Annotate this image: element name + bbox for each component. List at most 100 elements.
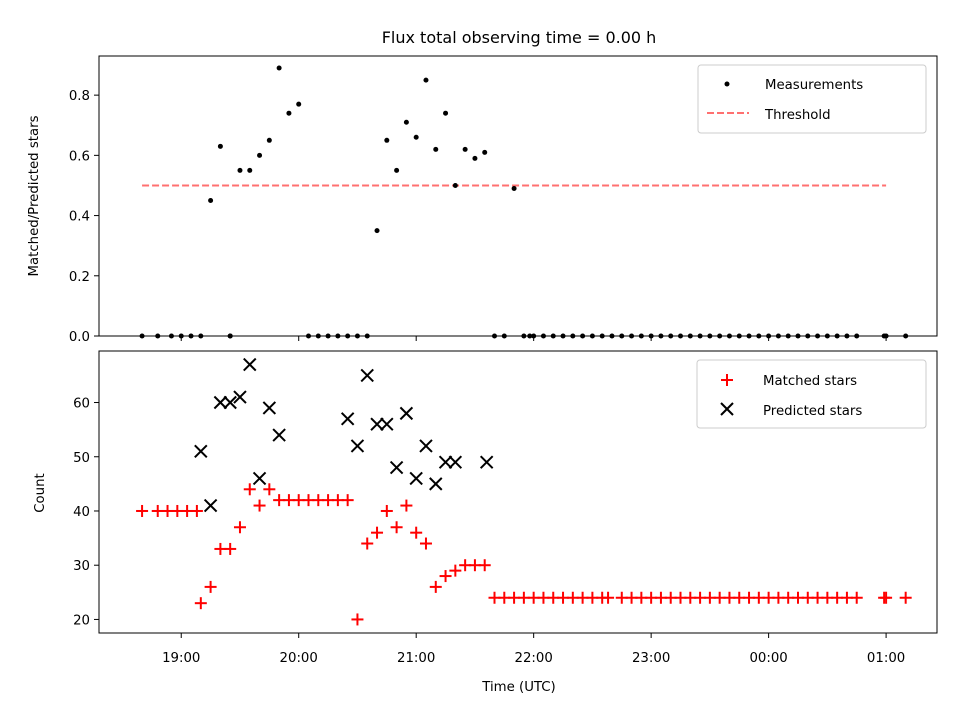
measurement-point <box>527 333 533 339</box>
matched-star-point <box>233 521 246 534</box>
measurement-point <box>648 333 654 339</box>
measurement-point <box>139 333 145 339</box>
bottom-x-tick-label: 22:00 <box>514 651 552 666</box>
bottom-legend: Matched stars Predicted stars <box>696 359 927 429</box>
measurement-point <box>403 119 409 125</box>
matched-star-point <box>439 570 452 583</box>
measurement-point <box>815 333 821 339</box>
measurement-point <box>482 149 488 155</box>
measurement-point <box>208 198 214 204</box>
matched-star-point <box>419 537 432 550</box>
legend-matched-label: Matched stars <box>763 374 857 389</box>
legend-matched-marker <box>721 374 733 386</box>
top-y-axis-label: Matched/Predicted stars <box>27 115 42 276</box>
measurement-point <box>335 333 341 339</box>
bottom-y-axis-label: Count <box>33 473 48 513</box>
predicted-star-point <box>360 368 374 383</box>
measurement-point <box>824 333 830 339</box>
top-y-tick-label: 0.6 <box>69 149 90 164</box>
predicted-star-point <box>340 412 355 426</box>
measurement-point <box>413 134 419 140</box>
measurement-point <box>217 143 223 149</box>
measurement-point <box>188 333 194 339</box>
measurement-point <box>903 333 909 339</box>
predicted-star-point <box>479 455 494 469</box>
measurement-point <box>227 333 233 339</box>
matched-star-point <box>429 580 442 593</box>
measurement-point <box>178 333 184 339</box>
matched-star-point <box>410 526 423 539</box>
legend-predicted-marker <box>720 402 734 416</box>
measurement-point <box>315 333 321 339</box>
top-y-ticks: 0.0 0.2 0.4 0.6 0.8 <box>69 89 99 345</box>
measurement-point <box>198 333 204 339</box>
measurement-point <box>155 333 161 339</box>
bottom-y-ticks: 20 30 40 50 60 <box>73 397 99 628</box>
matched-star-point <box>390 521 403 534</box>
measurement-point <box>805 333 811 339</box>
measurement-point <box>609 333 615 339</box>
measurement-point <box>775 333 781 339</box>
measurement-point <box>540 333 546 339</box>
measurement-point <box>766 333 772 339</box>
matched-star-point <box>243 483 256 496</box>
measurement-point <box>257 152 263 158</box>
measurement-point <box>296 101 302 107</box>
measurement-point <box>443 110 449 116</box>
measurement-point <box>687 333 693 339</box>
bottom-x-tick-label: 19:00 <box>162 651 200 666</box>
measurement-point <box>345 333 351 339</box>
measurement-point <box>452 182 458 188</box>
measurement-point <box>433 146 439 152</box>
matched-star-point <box>478 559 491 572</box>
measurement-point <box>736 333 742 339</box>
measurement-point <box>550 333 556 339</box>
predicted-star-point <box>429 477 443 491</box>
matched-star-point <box>899 591 912 604</box>
measurement-point <box>276 65 282 71</box>
bottom-y-tick-label: 50 <box>73 451 90 466</box>
top-plot-marks <box>139 65 909 339</box>
measurement-point <box>668 333 674 339</box>
bottom-plot: 20 30 40 50 60 19:00 20:00 21:00 22:00 23:00 00:0… <box>33 350 938 695</box>
predicted-star-point <box>243 357 257 372</box>
measurement-point <box>707 333 713 339</box>
matched-star-point <box>190 504 203 517</box>
measurement-point <box>678 333 684 339</box>
measurement-point <box>717 333 723 339</box>
measurement-point <box>501 333 507 339</box>
measurement-point <box>472 155 478 161</box>
matched-star-point <box>400 499 413 512</box>
matched-star-point <box>136 504 149 517</box>
bottom-x-tick-label: 23:00 <box>632 651 670 666</box>
measurement-point <box>462 146 468 152</box>
measurement-point <box>384 137 390 143</box>
bottom-legend-box <box>696 359 927 429</box>
bottom-x-tick-label: 20:00 <box>280 651 318 666</box>
predicted-star-point <box>252 471 267 486</box>
measurement-point <box>785 333 791 339</box>
measurement-point <box>492 333 498 339</box>
matched-star-point <box>341 494 354 507</box>
predicted-star-point <box>389 460 404 475</box>
bottom-x-ticks: 19:00 20:00 21:00 22:00 23:00 00:00 01:00 <box>162 633 905 666</box>
matched-star-point <box>224 542 237 555</box>
bottom-y-tick-label: 20 <box>73 613 90 628</box>
chart-title: Flux total observing time = 0.00 h <box>382 28 657 47</box>
measurement-point <box>521 333 527 339</box>
top-legend: Measurements Threshold <box>697 64 927 134</box>
measurement-point <box>746 333 752 339</box>
top-legend-box <box>697 64 927 134</box>
bottom-x-tick-label: 01:00 <box>867 651 905 666</box>
measurement-point <box>237 167 243 173</box>
matched-star-point <box>204 580 217 593</box>
measurement-point <box>834 333 840 339</box>
predicted-star-point <box>213 395 228 410</box>
predicted-star-point <box>272 428 286 442</box>
measurement-point <box>599 333 605 339</box>
measurement-point <box>619 333 625 339</box>
top-y-tick-label: 0.0 <box>69 330 90 345</box>
measurement-point <box>325 333 331 339</box>
bottom-x-tick-label: 21:00 <box>397 651 435 666</box>
